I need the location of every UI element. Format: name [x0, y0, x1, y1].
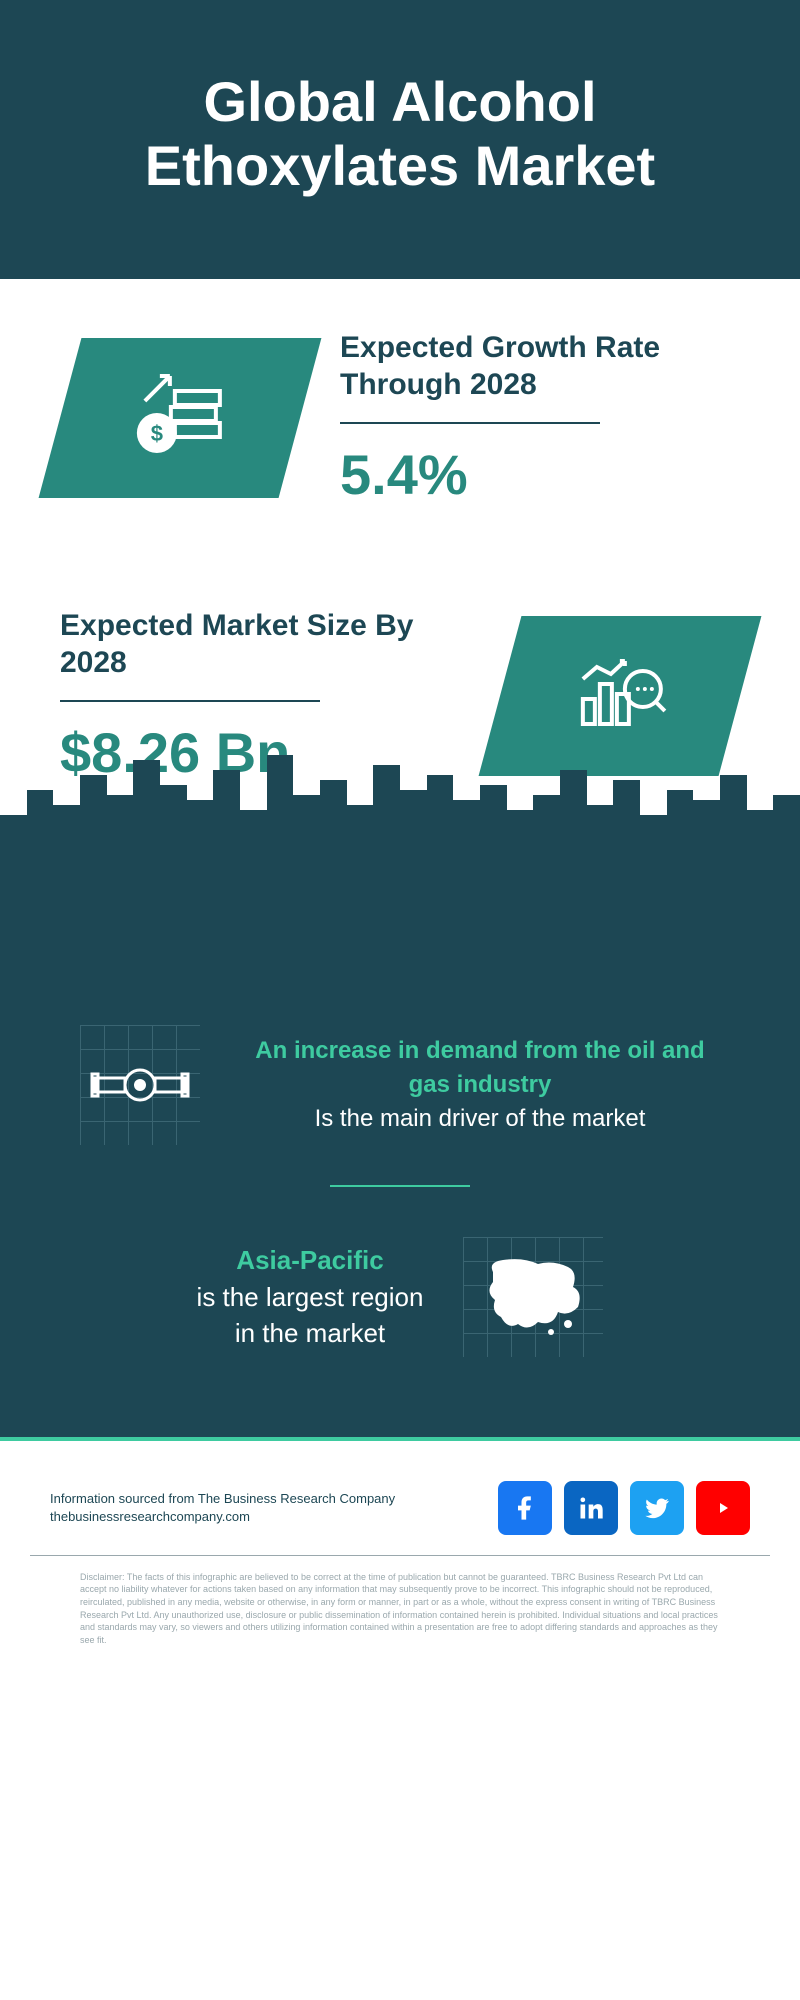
- twitter-icon[interactable]: [630, 1481, 684, 1535]
- divider: [340, 422, 600, 424]
- svg-text:$: $: [151, 420, 163, 445]
- footer-source: Information sourced from The Business Re…: [50, 1490, 395, 1526]
- linkedin-icon[interactable]: [564, 1481, 618, 1535]
- source-line-2: thebusinessresearchcompany.com: [50, 1508, 395, 1526]
- skyline-silhouette: [0, 845, 800, 985]
- region-subtext-1: is the largest region: [197, 1279, 424, 1315]
- stat-label: Expected Growth Rate Through 2028: [340, 329, 740, 404]
- stat-icon-panel: [479, 616, 762, 776]
- region-text: Asia-Pacific is the largest region in th…: [197, 1242, 424, 1351]
- youtube-icon[interactable]: [696, 1481, 750, 1535]
- driver-subtext: Is the main driver of the market: [240, 1102, 720, 1136]
- driver-row: An increase in demand from the oil and g…: [80, 1025, 720, 1145]
- stat-value: 5.4%: [340, 442, 740, 507]
- disclaimer-text: Disclaimer: The facts of this infographi…: [30, 1555, 770, 1687]
- region-subtext-2: in the market: [197, 1315, 424, 1351]
- facebook-icon[interactable]: [498, 1481, 552, 1535]
- stat-label: Expected Market Size By 2028: [60, 607, 460, 682]
- market-analytics-icon: [565, 638, 675, 753]
- region-highlight: Asia-Pacific: [197, 1242, 424, 1278]
- source-line-1: Information sourced from The Business Re…: [50, 1490, 395, 1508]
- region-row: Asia-Pacific is the largest region in th…: [80, 1237, 720, 1357]
- driver-text: An increase in demand from the oil and g…: [240, 1034, 720, 1135]
- social-links: [498, 1481, 750, 1535]
- footer: Information sourced from The Business Re…: [0, 1437, 800, 1555]
- driver-highlight: An increase in demand from the oil and g…: [240, 1034, 720, 1101]
- stat-block-growth: Expected Growth Rate Through 2028 5.4%: [340, 329, 740, 507]
- divider: [60, 700, 320, 702]
- pipeline-valve-icon: [80, 1025, 200, 1145]
- asia-map-icon: [463, 1237, 603, 1357]
- divider: [330, 1185, 470, 1187]
- header-banner: Global Alcohol Ethoxylates Market: [0, 0, 800, 279]
- stat-icon-panel: $: [39, 338, 322, 498]
- dark-info-section: An increase in demand from the oil and g…: [0, 985, 800, 1437]
- stat-row-growth: $ Expected Growth Rate Through 2028 5.4%: [0, 279, 800, 557]
- page-title: Global Alcohol Ethoxylates Market: [40, 70, 760, 199]
- money-growth-icon: $: [125, 360, 235, 475]
